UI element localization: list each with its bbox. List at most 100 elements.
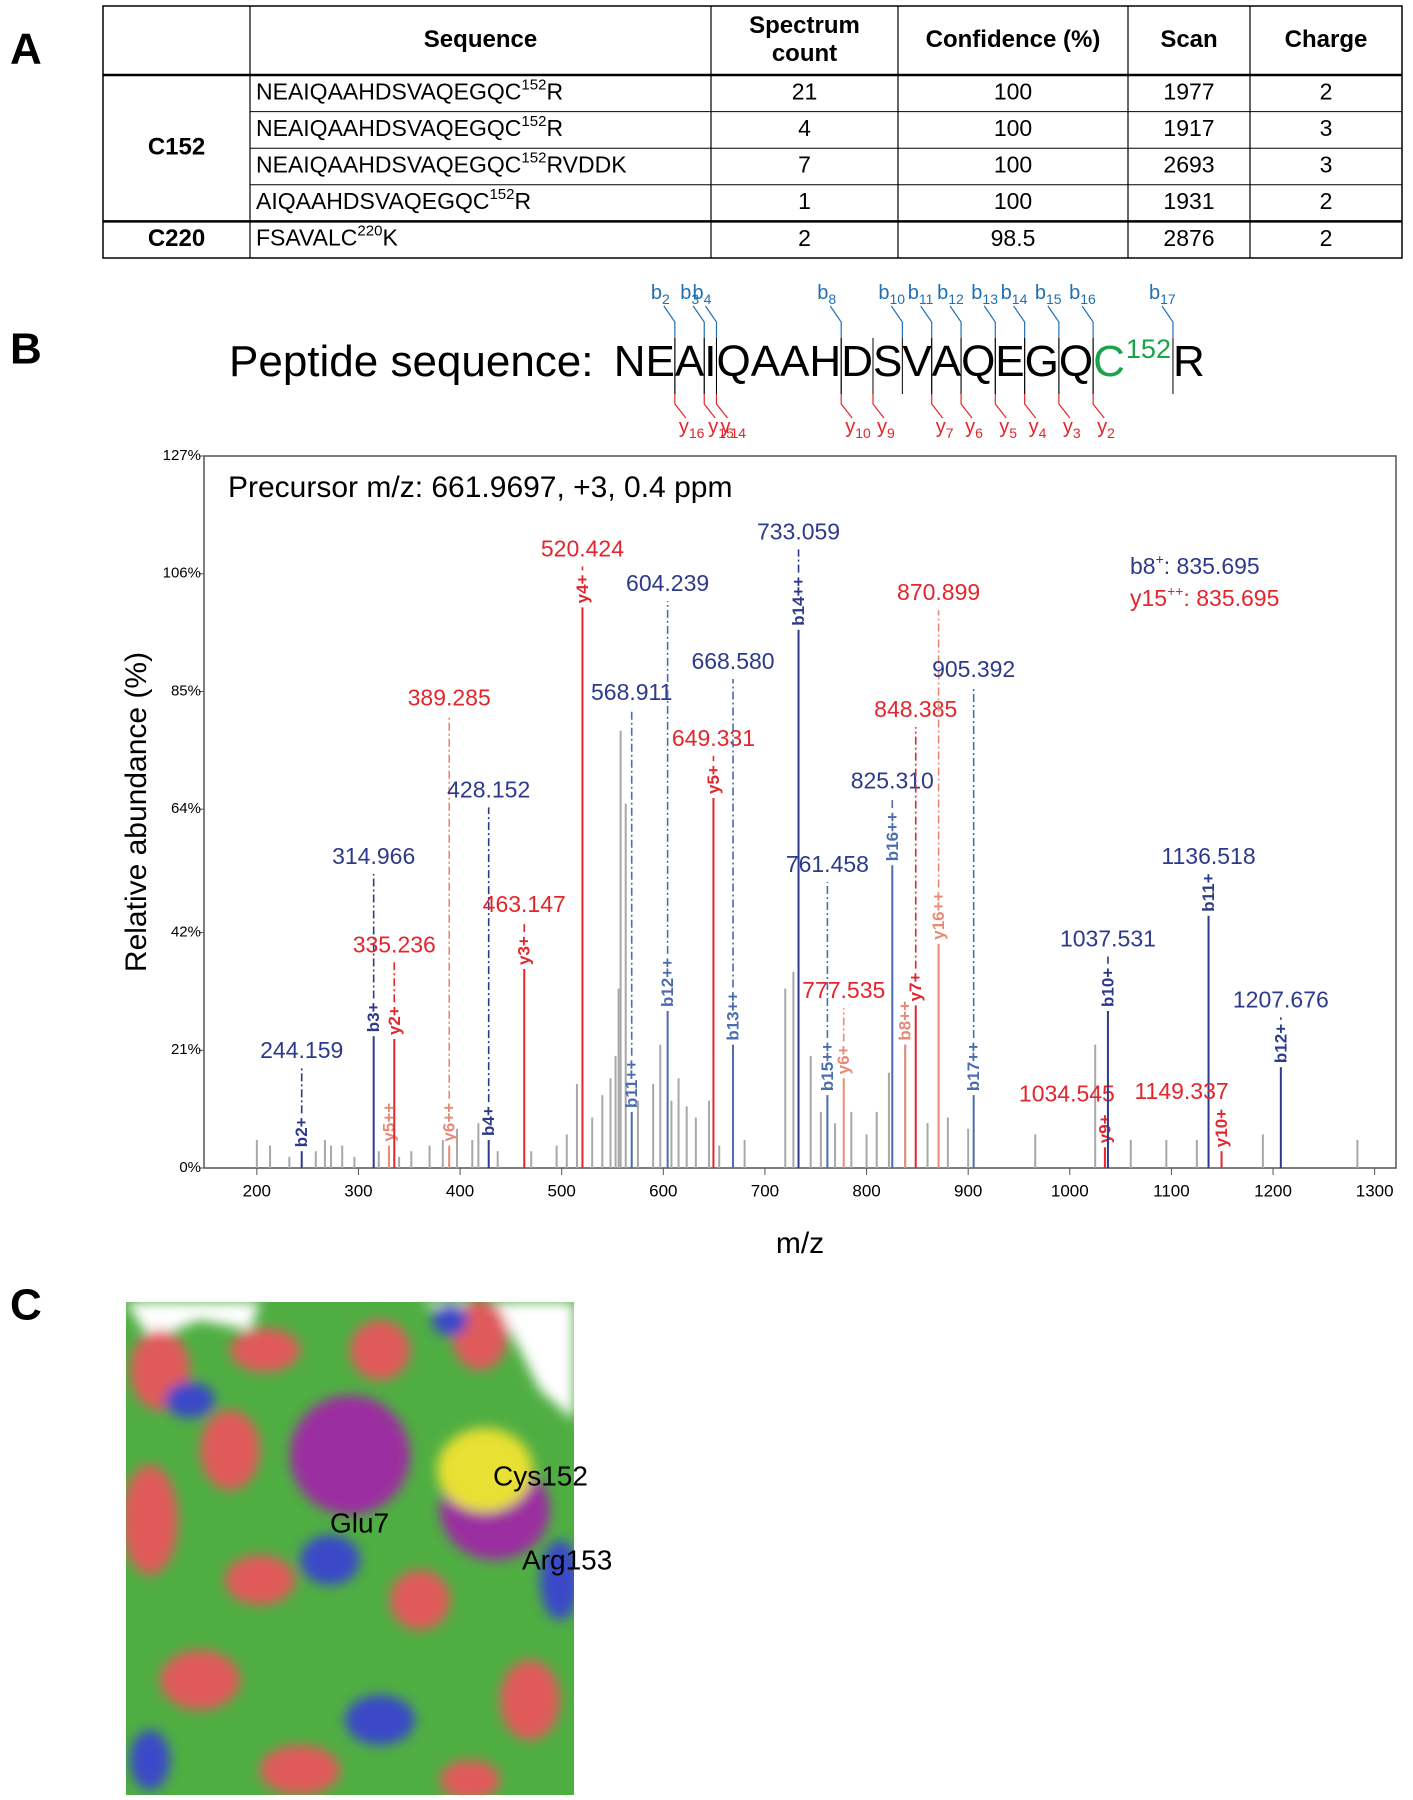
ion-letter: b	[680, 282, 691, 304]
ion-number: 4	[704, 291, 712, 307]
isobaric-note: y15++: 835.695	[1130, 583, 1279, 611]
y-tick-label: 0%	[179, 1159, 201, 1176]
fragment-label: b14	[1001, 282, 1028, 306]
residue: E	[646, 337, 675, 386]
plot-frame	[203, 455, 1397, 1169]
fragment-label: b11	[908, 282, 934, 306]
residue: S	[873, 337, 902, 386]
x-axis-label: m/z	[776, 1227, 824, 1260]
fragment-label: b15	[1035, 282, 1062, 306]
cleavage-tick	[1161, 305, 1174, 338]
table-cell: 2	[1320, 188, 1333, 214]
cleavage-tick	[872, 394, 885, 419]
residue-label: Cys152	[493, 1460, 588, 1491]
group-site: C220	[148, 225, 205, 252]
peak-mz-label: 428.152	[447, 777, 530, 803]
y-tick-label: 85%	[171, 682, 201, 699]
seq-site: 220	[357, 223, 382, 240]
peptide-caption: Peptide sequence:	[229, 337, 606, 386]
sequence-cell: FSAVALC220K	[256, 223, 398, 251]
ion-label: b12+	[1271, 1024, 1290, 1063]
residue: A	[932, 337, 962, 386]
cleavage-tick	[703, 394, 716, 419]
seq-tail: RVDDK	[546, 152, 627, 178]
sequence-cell: NEAIQAAHDSVAQEGQC152R	[256, 76, 563, 104]
seq-site: 152	[521, 76, 546, 93]
table-cell: 100	[994, 152, 1032, 178]
ion-number: 2	[1107, 425, 1115, 441]
cleavage-tick	[960, 394, 973, 419]
ion-label: b4+	[479, 1106, 498, 1136]
cleavage-tick	[1013, 305, 1026, 338]
table-cell: 1977	[1163, 78, 1214, 104]
x-tick-label: 400	[446, 1181, 474, 1200]
cleavage-tick	[931, 394, 944, 419]
ion-number: 3	[691, 291, 699, 307]
column-header: Sequence	[424, 26, 537, 53]
note-mz: : 835.695	[1183, 585, 1279, 611]
fragment-label: y10	[845, 416, 871, 440]
seq-main: NEAIQAAHDSVAQEGQC	[256, 152, 521, 178]
table-cell: 100	[994, 78, 1032, 104]
peak-mz-label: 733.059	[757, 518, 840, 544]
column-header: Charge	[1285, 26, 1368, 53]
ion-label: b15++	[818, 1042, 837, 1091]
column-header: Spectrum	[749, 12, 860, 39]
peak-mz-label: 604.239	[626, 570, 709, 596]
ion-label: y5+	[704, 765, 723, 794]
ion-letter: b	[1149, 282, 1160, 304]
table-cell: 98.5	[991, 225, 1036, 251]
ion-letter: b	[692, 282, 703, 304]
peak-mz-label: 568.911	[591, 679, 672, 705]
cleavage-tick	[1047, 305, 1060, 338]
ion-letter: y	[999, 416, 1009, 438]
ion-number: 13	[982, 291, 998, 307]
cleavage-tick	[920, 305, 933, 338]
residue: A	[780, 337, 810, 386]
panel-label: B	[10, 325, 42, 374]
peak-mz-label: 848.385	[874, 696, 957, 722]
y-axis-label: Relative abundance (%)	[120, 652, 153, 972]
seq-site: 152	[521, 113, 546, 130]
peak-mz-label: 314.966	[332, 843, 415, 869]
ion-label: y7+	[906, 973, 925, 1002]
ion-letter: y	[720, 416, 730, 438]
fragment-label: y7	[936, 416, 954, 440]
cleavage-tick	[840, 394, 853, 419]
note-ion: b8	[1130, 553, 1156, 579]
x-tick-label: 200	[243, 1181, 271, 1200]
ion-number: 9	[887, 425, 895, 441]
ion-letter: y	[708, 416, 718, 438]
seq-tail: K	[382, 225, 398, 251]
x-tick-label: 700	[751, 1181, 779, 1200]
x-tick-label: 1200	[1254, 1181, 1292, 1200]
fragment-label: b16	[1069, 282, 1096, 306]
ion-label: b8++	[896, 1001, 915, 1041]
fragment-label: b13	[971, 282, 998, 306]
cleavage-tick	[1024, 394, 1037, 419]
cleavage-tick	[1092, 394, 1105, 419]
peak-mz-label: 1136.518	[1161, 843, 1255, 869]
peak-mz-label: 1037.531	[1060, 926, 1156, 952]
ion-label: b16++	[883, 812, 902, 861]
ion-letter: y	[845, 416, 855, 438]
ion-number: 4	[1039, 425, 1047, 441]
cleavage-tick	[663, 305, 676, 338]
ion-label: y6++	[440, 1103, 459, 1142]
residue: D	[841, 337, 873, 386]
seq-tail: R	[546, 78, 563, 104]
column-header: count	[772, 40, 837, 67]
ion-number: 16	[1080, 291, 1096, 307]
column-header: Scan	[1160, 26, 1217, 53]
table-border	[102, 5, 1403, 259]
fragment-label: b10	[878, 282, 905, 306]
ion-letter: b	[1069, 282, 1080, 304]
ion-letter: b	[1035, 282, 1046, 304]
ion-letter: b	[651, 282, 662, 304]
residue: N	[614, 337, 646, 386]
ion-letter: b	[817, 282, 828, 304]
peak-mz-label: 389.285	[408, 685, 491, 711]
ion-letter: b	[971, 282, 982, 304]
fragment-label: y16	[679, 416, 705, 440]
